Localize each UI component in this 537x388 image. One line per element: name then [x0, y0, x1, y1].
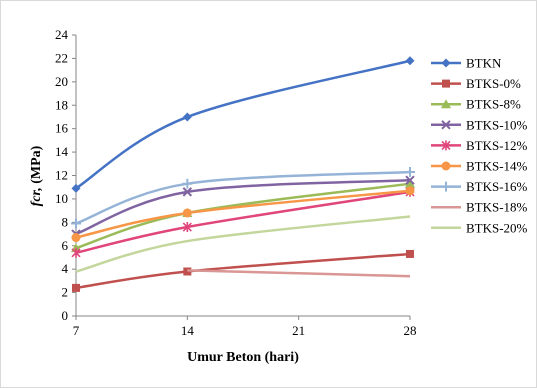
series-line	[75, 182, 411, 250]
legend-item: BTKS-14%	[431, 159, 528, 174]
legend-marker	[441, 120, 451, 130]
data-point	[182, 208, 192, 218]
data-point	[406, 249, 414, 258]
series-line	[75, 170, 411, 225]
legend-label: BTKS-8%	[466, 97, 521, 112]
y-axis-title: fcr, (MPa)	[29, 145, 44, 206]
data-point	[182, 178, 193, 189]
legend-label: BTKS-12%	[466, 138, 528, 153]
legend-label: BTKS-0%	[466, 76, 521, 91]
data-point	[182, 222, 192, 233]
y-tick-label: 2	[62, 285, 69, 300]
x-axis-title: Umur Beton (hari)	[187, 350, 299, 365]
legend-item: BTKS-18%	[431, 200, 528, 215]
x-axis-ticks: 7 14 21 28	[73, 316, 417, 338]
legend-label: BTKS-16%	[466, 179, 528, 194]
legend-label: BTKS-18%	[466, 200, 528, 215]
y-tick-label: 16	[55, 121, 69, 136]
legend-item: BTKS-20%	[431, 220, 528, 235]
y-tick-label: 18	[55, 97, 68, 112]
data-point	[71, 183, 81, 193]
legend-label: BTKS-20%	[466, 220, 528, 235]
series-line	[75, 189, 411, 239]
y-tick-label: 12	[55, 168, 68, 183]
series-line	[75, 190, 411, 254]
series-line	[75, 178, 411, 236]
legend-marker	[441, 181, 451, 192]
series-layer	[71, 56, 415, 292]
series-btks-16-	[71, 166, 415, 229]
data-point	[71, 218, 81, 229]
y-tick-label: 8	[62, 214, 69, 229]
series-btks-20-	[75, 215, 411, 273]
data-point	[72, 283, 80, 292]
y-axis-title-unit: (MPa)	[29, 145, 44, 187]
y-tick-label: 0	[62, 308, 69, 323]
y-tick-label: 14	[55, 144, 69, 159]
y-tick-label: 20	[55, 74, 68, 89]
legend-item: BTKN	[431, 56, 502, 71]
legend: BTKN BTKS-0% BTKS-8% BTKS-10% BTKS-12% BTKS-1…	[431, 56, 528, 235]
legend-marker	[442, 79, 450, 88]
legend-label: BTKS-10%	[466, 117, 528, 132]
y-tick-label: 22	[55, 50, 68, 65]
y-tick-label: 4	[62, 261, 69, 276]
data-point	[182, 112, 192, 122]
series-btkn	[71, 56, 415, 193]
y-tick-label: 24	[55, 27, 69, 42]
x-tick-label: 28	[404, 323, 417, 338]
legend-label: BTKN	[466, 56, 502, 71]
y-tick-label: 6	[62, 238, 69, 253]
legend-marker	[441, 140, 451, 151]
data-point	[405, 56, 415, 66]
data-point	[182, 187, 193, 197]
series-line	[187, 269, 411, 278]
series-line	[75, 59, 411, 190]
x-tick-label: 7	[73, 323, 80, 338]
legend-item: BTKS-16%	[431, 179, 528, 194]
y-tick-label: 10	[55, 191, 68, 206]
data-point	[405, 175, 415, 185]
legend-item: BTKS-12%	[431, 138, 528, 153]
series-btks-14-	[71, 186, 415, 243]
legend-marker	[441, 58, 451, 68]
y-axis-title-italic: fcr,	[29, 187, 44, 206]
data-point	[405, 166, 415, 177]
x-tick-label: 21	[292, 323, 305, 338]
legend-marker	[441, 99, 451, 109]
legend-item: BTKS-10%	[431, 117, 528, 132]
data-point	[71, 233, 81, 243]
legend-label: BTKS-14%	[466, 159, 528, 174]
legend-item: BTKS-0%	[431, 76, 521, 91]
data-point	[405, 186, 415, 196]
series-line	[75, 215, 411, 273]
series-btks-18-	[187, 269, 411, 278]
x-tick-label: 14	[181, 323, 195, 338]
data-point	[71, 247, 81, 258]
legend-item: BTKS-8%	[431, 97, 521, 112]
legend-marker	[441, 161, 451, 171]
data-point	[405, 178, 415, 188]
